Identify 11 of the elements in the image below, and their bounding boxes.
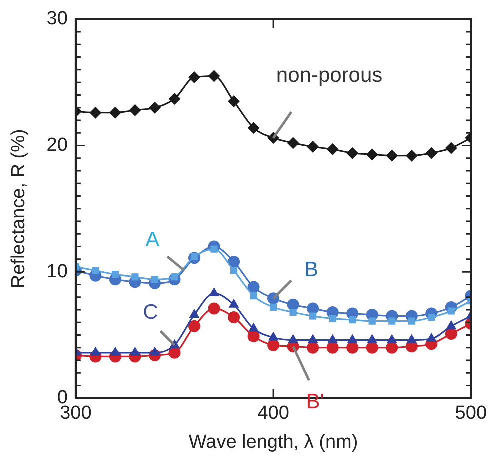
annotation: B: [304, 258, 319, 282]
y-tick-label: 20: [46, 134, 68, 156]
x-axis-title: Wave length, λ (nm): [188, 432, 358, 453]
annotation: C: [143, 301, 158, 324]
y-tick-label: 30: [46, 8, 68, 30]
y-axis-title: Reflectance, R (%): [8, 129, 30, 289]
x-tick-label: 400: [258, 403, 290, 424]
annotation: A: [146, 228, 160, 252]
x-tick-label: 500: [455, 403, 487, 424]
y-tick-label: 10: [46, 261, 68, 282]
annotation: non-porous: [276, 64, 383, 87]
